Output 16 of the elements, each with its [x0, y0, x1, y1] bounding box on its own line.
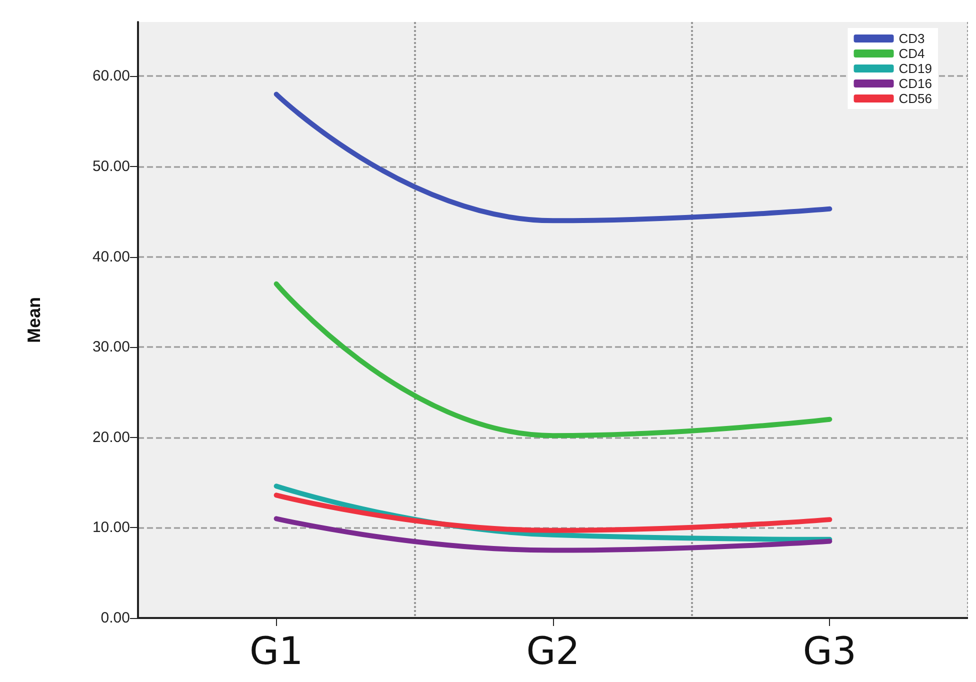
- y-tick-label: 10.00: [92, 519, 130, 536]
- x-tick-label: G2: [526, 629, 580, 673]
- legend-label: CD3: [898, 31, 925, 46]
- y-tick-label: 60.00: [92, 68, 130, 85]
- legend-label: CD4: [898, 46, 925, 61]
- y-axis-title: Mean: [24, 296, 44, 344]
- y-tick-label: 40.00: [92, 248, 130, 266]
- y-tick-label: 0.00: [100, 610, 130, 626]
- legend-label: CD56: [898, 91, 932, 106]
- legend-label: CD19: [898, 61, 932, 76]
- x-tick-label: G1: [250, 629, 304, 673]
- x-tick-label: G3: [802, 629, 856, 673]
- y-tick-label: 50.00: [92, 158, 130, 175]
- legend-label: CD16: [898, 76, 932, 91]
- y-tick-label: 30.00: [92, 338, 130, 356]
- y-tick-label: 20.00: [92, 428, 130, 446]
